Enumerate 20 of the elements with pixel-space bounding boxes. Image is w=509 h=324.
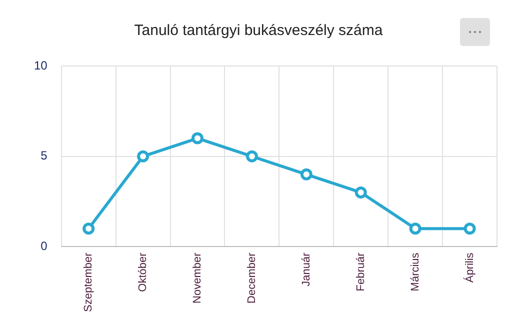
point (246, 150, 258, 162)
x-tick-label: Január (300, 252, 312, 286)
point (409, 222, 422, 235)
chart-title: Tanuló tantárgyi bukásveszély száma (134, 22, 384, 40)
x-tick-label: Szeptember (82, 252, 95, 312)
point (191, 132, 204, 144)
x-tick-label: December (246, 252, 258, 304)
x-tick-label: Április (462, 252, 476, 283)
y-tick-label: 10 (34, 58, 48, 72)
point (82, 222, 95, 235)
y-tick-label: 0 (40, 239, 48, 254)
x-tick-label: Október (137, 252, 150, 292)
point (464, 222, 476, 235)
x-tick-label: Március (409, 252, 422, 292)
point (137, 150, 150, 162)
point (300, 168, 312, 180)
y-tick-label: 5 (40, 148, 48, 163)
x-tick-label: Február (354, 252, 367, 292)
point (354, 186, 367, 198)
x-tick-label: November (192, 252, 204, 304)
